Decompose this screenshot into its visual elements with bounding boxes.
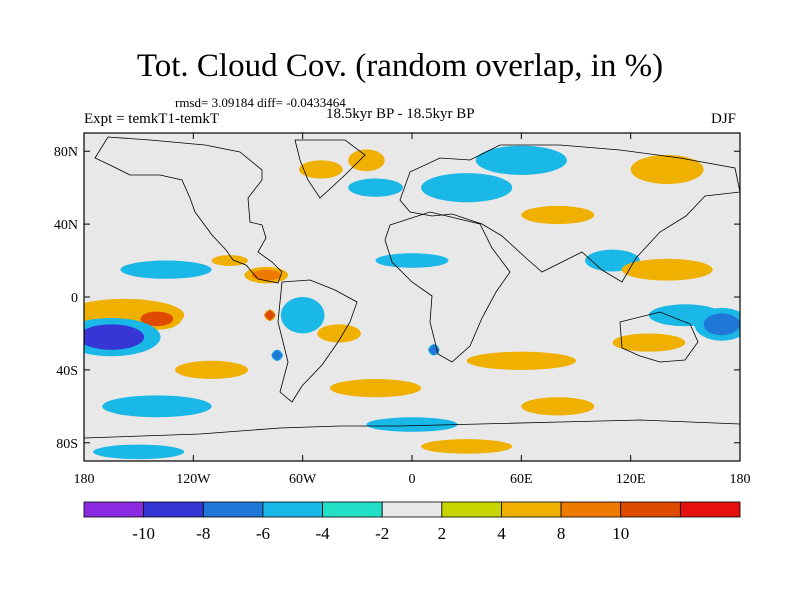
anomaly-region xyxy=(366,417,458,432)
colorbar-swatch xyxy=(620,501,681,518)
anomaly-region xyxy=(211,255,248,267)
chart-title: Tot. Cloud Cov. (random overlap, in %) xyxy=(136,48,664,84)
anomaly-region xyxy=(251,269,281,281)
anomaly-region xyxy=(621,258,713,281)
stats-text: rmsd= 3.09184 diff= -0.0433464 xyxy=(175,95,346,110)
colorbar-label: -8 xyxy=(196,524,210,543)
anomaly-region xyxy=(421,439,513,454)
anomaly-region xyxy=(330,379,422,398)
colorbar-label: -2 xyxy=(375,524,389,543)
x-tick-label: 60E xyxy=(510,472,533,487)
anomaly-region xyxy=(175,360,248,379)
anomaly-region xyxy=(521,397,595,416)
season-label: DJF xyxy=(711,111,737,127)
colorbar-swatch xyxy=(679,501,741,518)
coastline-australia xyxy=(619,311,699,363)
colorbar-label: -10 xyxy=(132,524,155,543)
anomaly-region xyxy=(93,444,185,460)
coastline-south-america xyxy=(277,279,358,403)
anomaly-region xyxy=(421,173,513,203)
colorbar-swatch xyxy=(322,501,383,518)
x-tick-label: 120E xyxy=(616,472,646,487)
anomaly-region xyxy=(375,253,449,268)
anomaly-region xyxy=(612,333,686,352)
colorbar-swatch xyxy=(83,501,145,518)
colorbar-swatch xyxy=(143,501,204,518)
anomaly-region xyxy=(466,351,576,370)
colorbar-label: 2 xyxy=(438,524,447,543)
x-tick-label: 60W xyxy=(289,472,317,487)
x-tick-label: 180 xyxy=(730,472,751,487)
coastline-antarctica xyxy=(84,419,740,439)
colorbar-label: 8 xyxy=(557,524,566,543)
coastline-north-america xyxy=(94,136,283,284)
colorbar-label: 4 xyxy=(497,524,506,543)
y-tick-label: 40S xyxy=(56,364,78,379)
period-label: 18.5kyr BP - 18.5kyr BP xyxy=(326,106,475,122)
y-tick-label: 0 xyxy=(71,291,78,306)
coastline-africa xyxy=(384,211,511,363)
anomaly-region xyxy=(140,311,174,327)
anomaly-region xyxy=(280,297,325,334)
anomaly-region xyxy=(348,149,385,172)
colorbar-swatch xyxy=(202,501,264,518)
colorbar-label: 10 xyxy=(612,524,629,543)
anomaly-region xyxy=(102,395,212,418)
colorbar-swatch xyxy=(441,501,502,518)
y-tick-label: 40N xyxy=(54,218,78,233)
anomaly-region xyxy=(317,324,361,343)
coastline-greenland xyxy=(294,139,366,199)
x-tick-label: 0 xyxy=(409,472,416,487)
anomaly-region xyxy=(120,260,212,279)
y-tick-label: 80N xyxy=(54,145,78,160)
colorbar-swatch xyxy=(381,501,443,518)
colorbar-label: -6 xyxy=(256,524,270,543)
experiment-label: Expt = temkT1-temkT xyxy=(84,111,220,127)
colorbar-swatch xyxy=(501,501,562,518)
x-tick-label: 180 xyxy=(74,472,95,487)
anomaly-region xyxy=(299,160,343,179)
anomaly-region xyxy=(84,324,145,350)
colorbar-swatch xyxy=(560,501,622,518)
anomaly-region xyxy=(703,313,740,336)
y-tick-label: 80S xyxy=(56,437,78,452)
anomaly-region xyxy=(475,145,567,175)
anomaly-region xyxy=(521,205,595,225)
anomaly-region xyxy=(348,178,403,197)
colorbar-swatch xyxy=(262,501,323,518)
x-tick-label: 120W xyxy=(176,472,211,487)
colorbar-label: -4 xyxy=(315,524,330,543)
coastline-eurasia xyxy=(399,144,740,283)
anomaly-region xyxy=(630,154,704,185)
anomaly-marker xyxy=(264,309,276,322)
anomaly-marker xyxy=(271,349,283,362)
anomaly-marker xyxy=(428,344,440,356)
